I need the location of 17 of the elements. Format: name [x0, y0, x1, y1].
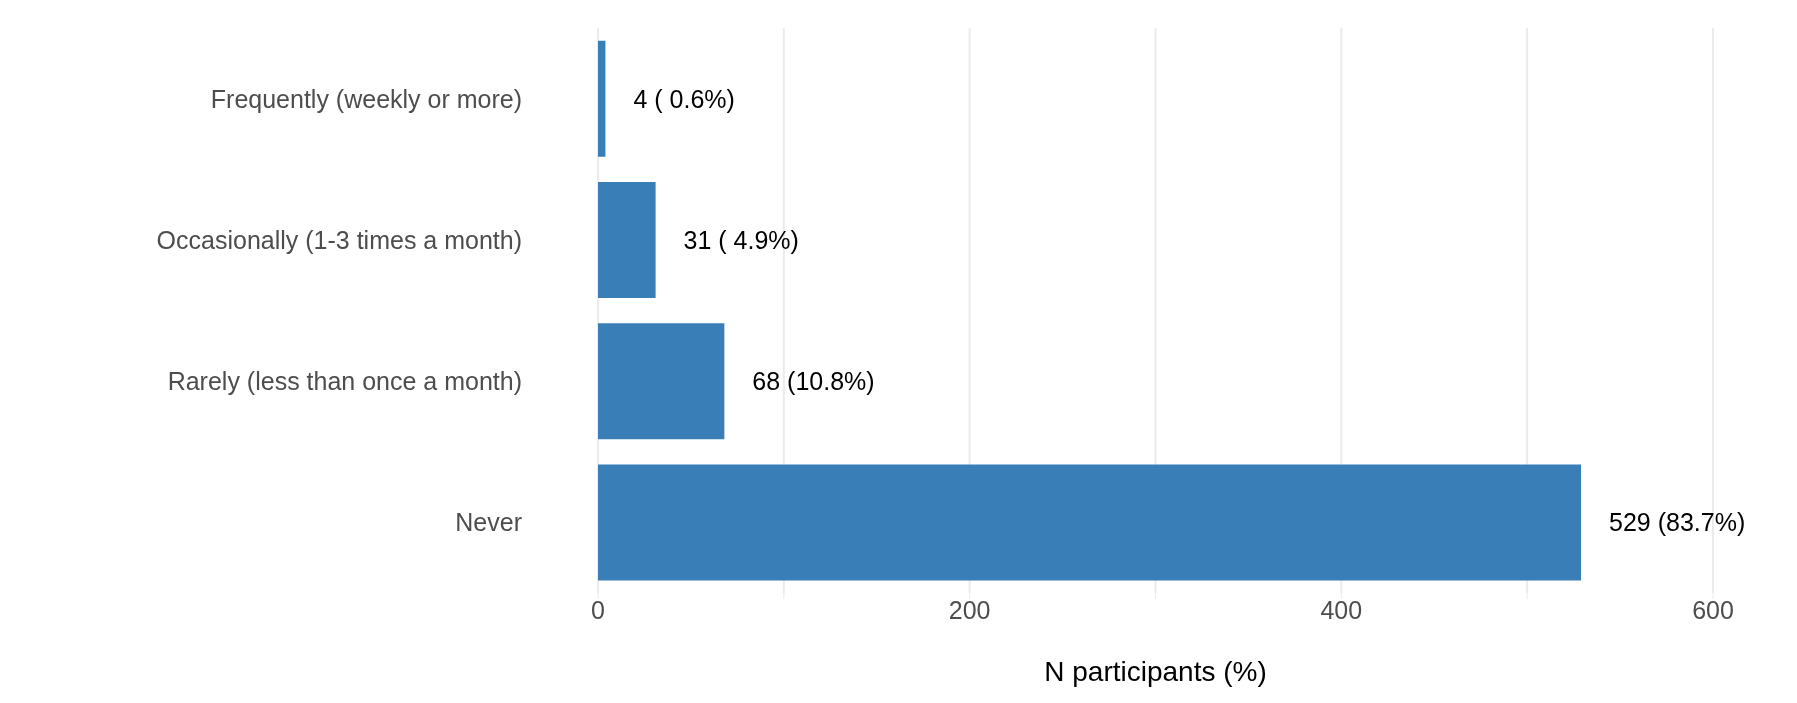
bar: [598, 181, 656, 298]
y-tick-label: Occasionally (1-3 times a month): [156, 225, 522, 254]
bar: [598, 464, 1582, 581]
data-label: 529 (83.7%): [1609, 508, 1746, 537]
y-tick-label: Rarely (less than once a month): [167, 367, 522, 395]
x-tick-label: 200: [948, 595, 991, 624]
bar: [598, 40, 606, 157]
y-tick-label: Frequently (weekly or more): [210, 84, 522, 113]
x-tick-label: 0: [591, 595, 605, 624]
x-tick-label: 400: [1320, 595, 1363, 624]
y-tick-label: Never: [455, 508, 522, 537]
data-label: 68 (10.8%): [752, 367, 875, 396]
data-label: 4 ( 0.6%): [633, 84, 735, 113]
x-axis-title: N participants (%): [1044, 656, 1267, 687]
data-label: 31 ( 4.9%): [683, 225, 799, 254]
x-tick-label: 600: [1692, 595, 1734, 624]
bar: [598, 323, 725, 440]
